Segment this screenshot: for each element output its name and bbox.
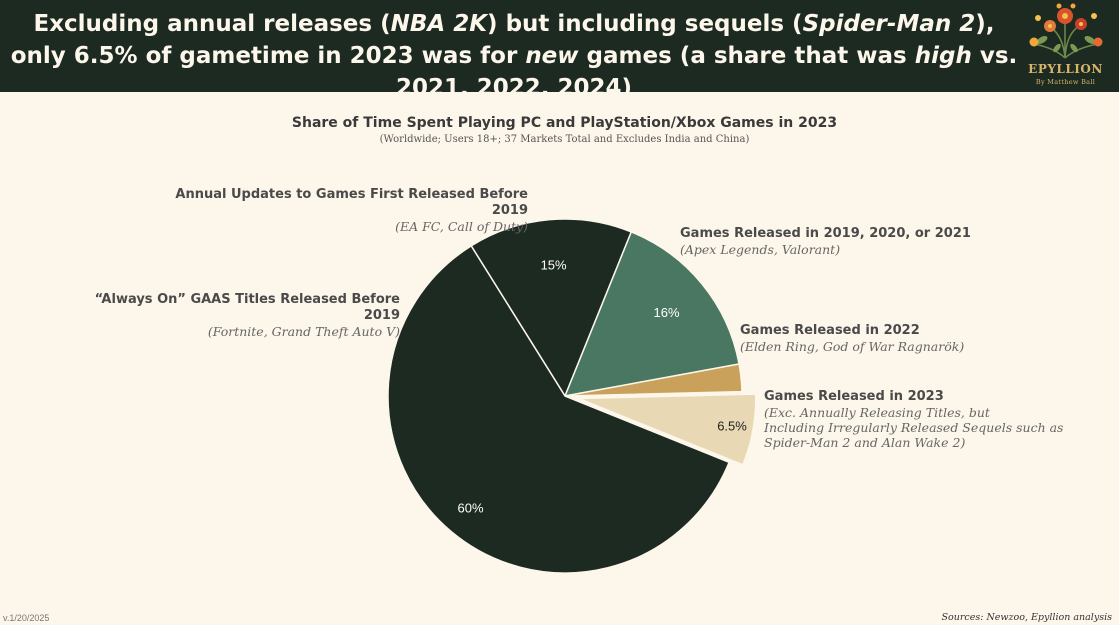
slice-label-annual-updates: Annual Updates to Games First Released B… xyxy=(140,187,528,234)
version-label: v.1/20/2025 xyxy=(3,613,50,623)
slice-label-title: Games Released in 2023 xyxy=(764,389,944,404)
slice-label-2023: Games Released in 2023 (Exc. Annually Re… xyxy=(764,389,1094,450)
slice-label-examples: (Fortnite, Grand Theft Auto V) xyxy=(207,324,400,339)
pie-slice xyxy=(564,363,743,397)
headline-part: games (a share that was xyxy=(578,43,915,69)
pie-slice xyxy=(387,244,731,574)
headline-part: NBA 2K xyxy=(390,11,488,37)
slice-label-examples: (Exc. Annually Releasing Titles, but xyxy=(764,405,990,420)
logo: EPYLLION By Matthew Ball xyxy=(1012,0,1119,92)
headline-part: new xyxy=(525,43,579,69)
headline-part: Spider-Man 2 xyxy=(802,11,976,37)
flower-bouquet-icon xyxy=(1029,3,1103,59)
slice-label-examples: Spider-Man 2 and Alan Wake 2) xyxy=(764,435,966,450)
pie-slice xyxy=(470,218,633,398)
logo-byline: By Matthew Ball xyxy=(1035,78,1096,86)
data-label: 16% xyxy=(653,305,679,320)
headline: Excluding annual releases (NBA 2K) but i… xyxy=(8,8,1020,104)
data-label: 6.5% xyxy=(717,418,747,433)
data-label: 15% xyxy=(541,258,567,273)
chart-title: Share of Time Spent Playing PC and PlayS… xyxy=(291,115,838,131)
slice-label-2019-2021: Games Released in 2019, 2020, or 2021 (A… xyxy=(680,226,980,257)
headline-part: Excluding annual releases ( xyxy=(33,11,391,37)
slice-label-title: “Always On” GAAS Titles Released Before … xyxy=(94,292,400,323)
header-bar: Excluding annual releases (NBA 2K) but i… xyxy=(0,0,1119,101)
pie-slice xyxy=(578,393,757,466)
slice-label-examples: Including Irregularly Released Sequels s… xyxy=(764,420,1064,435)
sources-label: Sources: Newzoo, Epyllion analysis xyxy=(941,612,1112,623)
data-label: 60% xyxy=(458,501,484,516)
headline-part: high xyxy=(914,43,972,69)
pie-slice xyxy=(563,230,740,397)
headline-part: vs. 2021, 2022, 2024) xyxy=(395,43,1018,101)
slice-label-title: Annual Updates to Games First Released B… xyxy=(175,187,528,218)
slice-label-title: Games Released in 2019, 2020, or 2021 xyxy=(680,226,971,241)
slice-label-examples: (EA FC, Call of Duty) xyxy=(395,219,528,234)
headline-part: ), only 6.5% of gametime in 2023 was for xyxy=(10,11,995,69)
slice-label-always-on: “Always On” GAAS Titles Released Before … xyxy=(60,292,400,339)
slice-label-2022: Games Released in 2022 (Elden Ring, God … xyxy=(740,323,1040,354)
slice-label-examples: (Apex Legends, Valorant) xyxy=(680,242,841,257)
slice-label-examples: (Elden Ring, God of War Ragnarök) xyxy=(740,339,965,354)
logo-wordmark: EPYLLION xyxy=(1028,62,1103,76)
headline-part: ) but including sequels ( xyxy=(487,11,803,37)
slice-label-title: Games Released in 2022 xyxy=(740,323,920,338)
chart-subtitle: (Worldwide; Users 18+; 37 Markets Total … xyxy=(379,134,750,145)
